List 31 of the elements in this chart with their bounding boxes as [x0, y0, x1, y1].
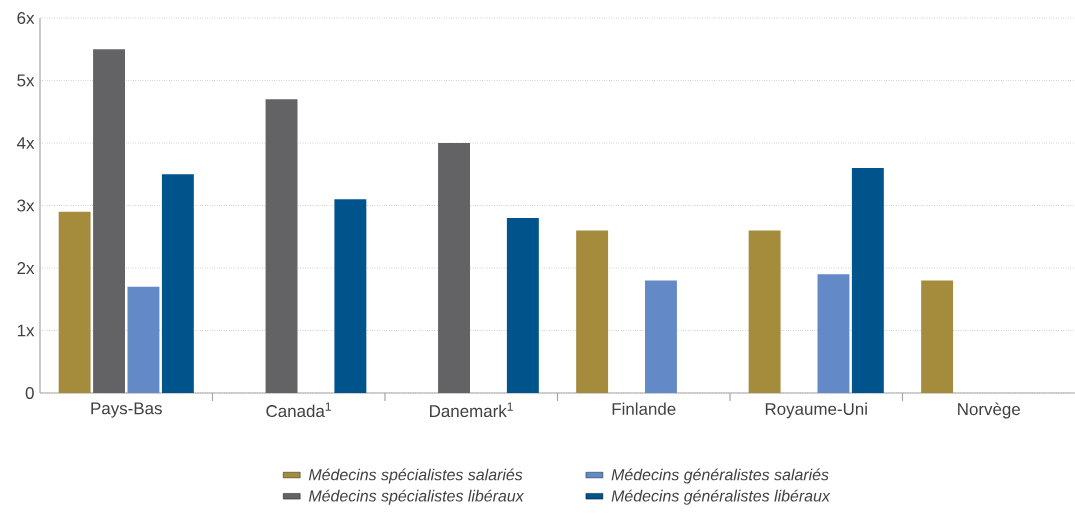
- bar: [265, 99, 298, 393]
- bar: [644, 280, 677, 393]
- bar: [748, 230, 781, 393]
- bar: [334, 199, 367, 393]
- bar: [438, 143, 470, 393]
- legend-label: Médecins spécialistes libéraux: [308, 489, 525, 505]
- x-tick-label: Canada$^{1}$: [266, 402, 331, 418]
- legend-label: Médecins généralistes salariés: [611, 468, 829, 484]
- legend-label: Médecins spécialistes salariés: [308, 468, 523, 484]
- bar: [506, 218, 539, 393]
- bar: [851, 168, 884, 393]
- x-tick-label: Finlande: [612, 402, 676, 415]
- y-tick-label: 6x: [17, 12, 35, 24]
- legend-label: Médecins généralistes libéraux: [611, 489, 831, 505]
- bar: [127, 286, 160, 393]
- bar: [576, 230, 609, 393]
- bar: [161, 174, 194, 393]
- bar: [817, 274, 850, 393]
- y-tick-label: 0: [25, 387, 34, 399]
- x-tick-label: Royaume-Uni: [765, 402, 867, 419]
- bar: [921, 280, 954, 393]
- y-tick-label: 3x: [17, 199, 35, 212]
- x-tick-label: Norvège: [958, 402, 1020, 419]
- y-tick-label: 1x: [17, 324, 35, 337]
- y-tick-label: 2x: [17, 262, 35, 274]
- y-tick-label: 5x: [17, 74, 35, 87]
- x-tick-label: Danemark$^{1}$: [430, 402, 513, 418]
- bar: [58, 211, 91, 393]
- x-tick-label: Pays-Bas: [91, 402, 162, 418]
- y-tick-label: 4x: [16, 137, 35, 149]
- bar: [93, 49, 125, 393]
